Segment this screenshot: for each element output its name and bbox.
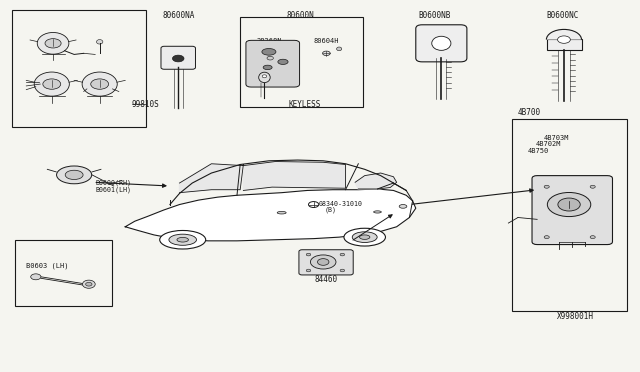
Text: 4B750: 4B750 (527, 148, 548, 154)
Text: 80604H: 80604H (314, 38, 339, 45)
Text: 4B703M: 4B703M (543, 135, 569, 141)
Ellipse shape (262, 75, 267, 78)
Ellipse shape (263, 65, 272, 70)
Ellipse shape (399, 205, 407, 208)
Text: B0600(RH): B0600(RH) (95, 180, 131, 186)
Text: (B): (B) (325, 207, 337, 213)
Ellipse shape (34, 72, 69, 96)
Ellipse shape (317, 259, 329, 265)
Ellipse shape (352, 232, 377, 243)
Ellipse shape (307, 269, 311, 272)
Text: 80600NA: 80600NA (162, 11, 195, 20)
Ellipse shape (267, 56, 273, 60)
Text: 80600N: 80600N (287, 11, 315, 20)
Ellipse shape (278, 59, 288, 64)
Ellipse shape (344, 228, 385, 246)
Ellipse shape (56, 166, 92, 184)
Polygon shape (243, 161, 346, 190)
Ellipse shape (374, 211, 381, 213)
Ellipse shape (277, 211, 286, 214)
Ellipse shape (547, 192, 591, 217)
Ellipse shape (86, 282, 92, 286)
Text: 28599N: 28599N (266, 49, 291, 55)
Text: B0600NC: B0600NC (547, 11, 579, 20)
Ellipse shape (37, 32, 69, 54)
FancyBboxPatch shape (299, 250, 353, 275)
Text: 4B700: 4B700 (518, 108, 541, 117)
Ellipse shape (590, 235, 595, 238)
FancyBboxPatch shape (532, 176, 612, 244)
Ellipse shape (310, 255, 336, 269)
Ellipse shape (259, 72, 270, 83)
Text: 99810S: 99810S (132, 100, 159, 109)
Text: B0600NB: B0600NB (419, 11, 451, 20)
Ellipse shape (340, 269, 344, 272)
Wedge shape (547, 29, 582, 39)
Polygon shape (125, 189, 416, 241)
Bar (12, 10, 147, 127)
Ellipse shape (91, 79, 109, 89)
Bar (15, 240, 113, 307)
Ellipse shape (173, 55, 184, 62)
Ellipse shape (558, 198, 580, 211)
Ellipse shape (544, 235, 549, 238)
Ellipse shape (43, 79, 61, 89)
Text: 08340-31010: 08340-31010 (319, 201, 363, 207)
FancyBboxPatch shape (246, 40, 300, 87)
Ellipse shape (31, 274, 41, 280)
Ellipse shape (340, 253, 344, 256)
Text: 28268N: 28268N (256, 38, 282, 45)
FancyBboxPatch shape (161, 46, 195, 69)
Text: 80600NE: 80600NE (258, 76, 288, 81)
Text: B0601(LH): B0601(LH) (95, 186, 131, 193)
Ellipse shape (177, 237, 188, 242)
Ellipse shape (544, 185, 549, 188)
Ellipse shape (97, 39, 103, 44)
Ellipse shape (45, 39, 61, 48)
Text: 4B702M: 4B702M (536, 141, 561, 147)
Ellipse shape (83, 280, 95, 288)
Ellipse shape (557, 36, 570, 43)
Ellipse shape (590, 185, 595, 188)
Ellipse shape (432, 36, 451, 50)
Ellipse shape (169, 234, 196, 245)
Text: X998001H: X998001H (557, 312, 594, 321)
Ellipse shape (337, 47, 342, 51)
Bar (511, 119, 627, 311)
FancyBboxPatch shape (416, 25, 467, 62)
Text: KEYLESS: KEYLESS (288, 100, 321, 109)
Ellipse shape (160, 231, 205, 249)
Bar (547, 39, 582, 49)
Ellipse shape (82, 72, 117, 96)
Polygon shape (355, 173, 397, 189)
Bar (240, 17, 363, 108)
Ellipse shape (262, 48, 276, 55)
Ellipse shape (323, 51, 330, 55)
Polygon shape (179, 164, 243, 193)
Ellipse shape (308, 202, 319, 208)
Ellipse shape (360, 235, 370, 239)
Ellipse shape (65, 170, 83, 180)
Text: B0603 (LH): B0603 (LH) (26, 262, 68, 269)
Text: 84460: 84460 (315, 275, 338, 284)
Ellipse shape (307, 253, 311, 256)
